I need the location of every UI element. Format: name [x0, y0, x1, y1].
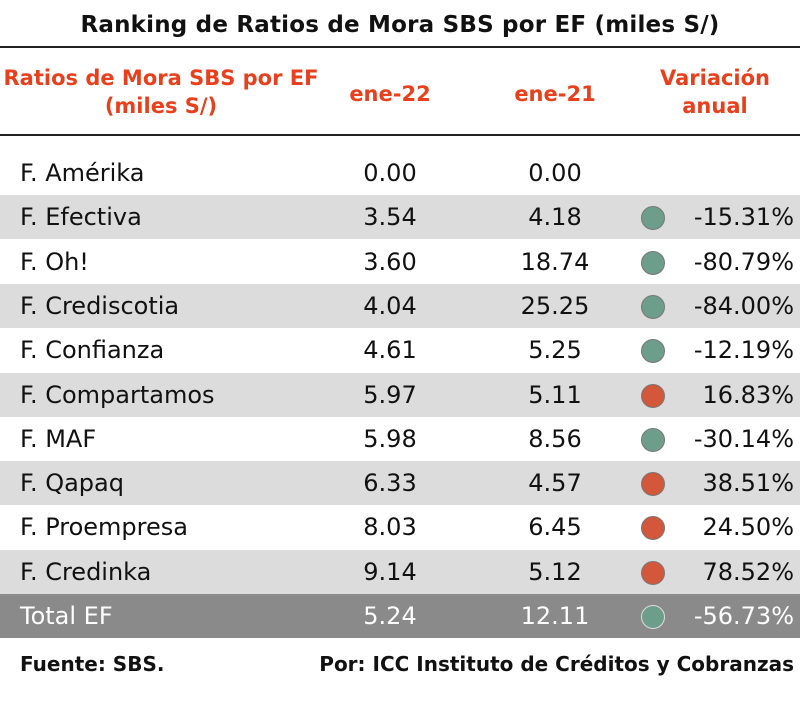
value-ene-21: 4.57: [528, 469, 582, 498]
table-row: F. Compartamos 5.97 5.11 16.83%: [0, 372, 800, 417]
variacion-anual: 78.52%: [702, 557, 794, 586]
value-ene-21: 6.45: [528, 513, 582, 542]
header-variacion: Variación anual: [659, 66, 771, 118]
value-ene-22: 9.14: [363, 557, 417, 586]
status-dot-icon: [641, 605, 665, 629]
status-dot-icon: [641, 294, 665, 319]
table-row: F. Confianza 4.61 5.25 -12.19%: [0, 328, 800, 372]
row-name: F. Oh!: [20, 247, 89, 276]
value-ene-22: 5.98: [363, 424, 417, 453]
total-row: Total EF 5.24 12.11 -56.73%: [0, 594, 800, 638]
value-ene-22: 6.33: [363, 469, 417, 498]
value-ene-21: 0.00: [528, 159, 582, 187]
header-ene-22: ene-22: [349, 82, 431, 106]
status-dot-icon: [641, 472, 665, 497]
table-row: F. Qapaq 6.33 4.57 38.51%: [0, 461, 800, 506]
variacion-anual: 16.83%: [702, 380, 794, 409]
value-ene-22: 0.00: [363, 159, 417, 187]
value-ene-21: 4.18: [528, 203, 582, 232]
value-ene-21: 25.25: [520, 291, 590, 320]
table-row: F. Oh! 3.60 18.74 -80.79%: [0, 240, 800, 284]
row-name: F. Credinka: [20, 557, 152, 586]
row-name: F. Confianza: [20, 336, 165, 365]
table-row: F. Proempresa 8.03 6.45 24.50%: [0, 505, 800, 549]
value-ene-21: 5.12: [528, 557, 582, 586]
header-name: Ratios de Mora SBS por EF (miles S/): [3, 66, 319, 118]
value-ene-21: 5.25: [528, 336, 582, 365]
status-dot-icon: [641, 516, 665, 541]
table-row: F. Amérika 0.00 0.00: [0, 151, 800, 195]
variacion-anual: 24.50%: [702, 513, 794, 542]
value-ene-21: 8.56: [528, 424, 582, 453]
row-name: F. Amérika: [20, 159, 145, 187]
value-ene-22: 4.04: [363, 291, 417, 320]
value-ene-21: 12.11: [520, 602, 590, 630]
value-ene-22: 4.61: [363, 336, 417, 365]
row-name: F. Crediscotia: [20, 291, 180, 320]
row-name: F. Qapaq: [20, 469, 124, 498]
footer-source: Fuente: SBS.: [20, 652, 165, 676]
footer-credit: Por: ICC Instituto de Créditos y Cobranz…: [319, 652, 794, 676]
row-name: F. Compartamos: [20, 380, 215, 409]
value-ene-21: 5.11: [528, 380, 582, 409]
table-row: F. Credinka 9.14 5.12 78.52%: [0, 549, 800, 594]
row-name: F. MAF: [20, 424, 97, 453]
table-row: F. Efectiva 3.54 4.18 -15.31%: [0, 195, 800, 240]
value-ene-22: 8.03: [363, 513, 417, 542]
row-name: Total EF: [20, 602, 113, 630]
value-ene-22: 5.24: [363, 602, 417, 630]
variacion-anual: 38.51%: [702, 469, 794, 498]
row-name: F. Proempresa: [20, 513, 188, 542]
status-dot-icon: [641, 206, 665, 231]
table-row: F. Crediscotia 4.04 25.25 -84.00%: [0, 283, 800, 328]
status-dot-icon: [641, 560, 665, 585]
value-ene-21: 18.74: [520, 247, 590, 276]
value-ene-22: 3.54: [363, 203, 417, 232]
variacion-anual: -56.73%: [693, 602, 794, 630]
table-row: F. MAF 5.98 8.56 -30.14%: [0, 417, 800, 461]
table-title: Ranking de Ratios de Mora SBS por EF (mi…: [80, 12, 720, 38]
title-divider: [0, 46, 800, 48]
value-ene-22: 5.97: [363, 380, 417, 409]
header-divider: [0, 134, 800, 136]
status-dot-icon: [641, 427, 665, 452]
variacion-anual: -84.00%: [693, 291, 794, 320]
header-ene-21: ene-21: [514, 82, 596, 106]
variacion-anual: -80.79%: [693, 247, 794, 276]
status-dot-icon: [641, 250, 665, 275]
variacion-anual: -30.14%: [693, 424, 794, 453]
variacion-anual: -15.31%: [693, 203, 794, 232]
status-dot-icon: [641, 383, 665, 408]
row-name: F. Efectiva: [20, 203, 142, 232]
variacion-anual: -12.19%: [693, 336, 794, 365]
status-dot-icon: [641, 339, 665, 364]
value-ene-22: 3.60: [363, 247, 417, 276]
